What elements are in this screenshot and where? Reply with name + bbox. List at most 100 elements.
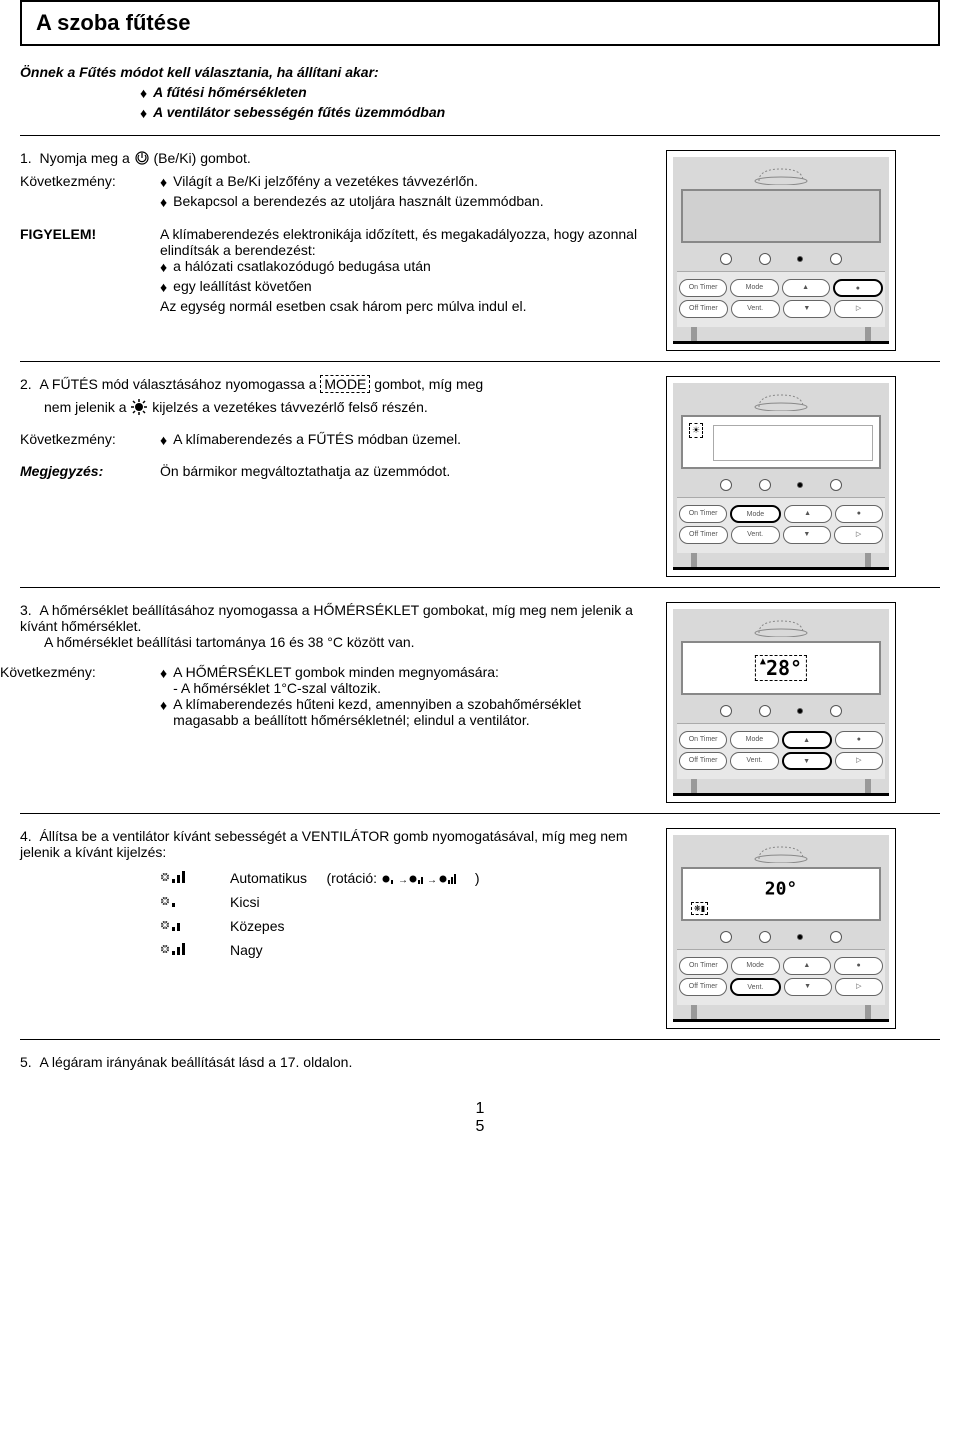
fan-rot-icon: →→ [381, 870, 475, 886]
intro-bullet: ♦ A fűtési hőmérsékleten [140, 84, 940, 104]
step3-line2: A hőmérséklet beállítási tartománya 16 é… [44, 634, 650, 650]
step-5: 5. A légáram irányának beállítását lásd … [20, 1054, 940, 1070]
heat-icon [130, 398, 148, 419]
page-title: A szoba fűtése [36, 10, 924, 36]
remote-button-highlight: ▼ [782, 752, 832, 770]
remote-button: On Timer [679, 957, 728, 975]
remote-button: Vent. [731, 526, 780, 544]
step4-line: 4. Állítsa be a ventilátor kívánt sebess… [20, 828, 650, 860]
remote-button: ▷ [835, 752, 883, 770]
heat-icon: ☀ [689, 423, 703, 438]
remote-button: ▷ [834, 526, 883, 544]
warning-tail: Az egység normál esetben csak három perc… [160, 298, 650, 314]
diamond-icon: ♦ [140, 104, 147, 124]
result-label: Következmény: [20, 173, 160, 212]
remote-button: Mode [730, 279, 778, 297]
intro-lead: Önnek a Fűtés módot kell választania, ha… [20, 64, 940, 80]
remote-button-highlight: ● [833, 279, 883, 297]
step2-figure: ☀ On Timer Mode ▲ ● Off Timer V [666, 376, 896, 577]
remote-button: Off Timer [679, 300, 728, 318]
step1-figure: On Timer Mode ▲ ● Off Timer Vent. ▼ ▷ [666, 150, 896, 351]
step-2: 2. A FŰTÉS mód választásához nyomogassa … [20, 376, 940, 577]
result-label: Következmény: [0, 664, 160, 728]
result-label: Következmény: [20, 431, 160, 451]
remote-display: ☀ [681, 415, 881, 469]
intro-bullet: ♦ A ventilátor sebességén fűtés üzemmódb… [140, 104, 940, 124]
remote-button: Off Timer [679, 752, 727, 770]
note-label: Megjegyzés: [20, 463, 160, 479]
remote-button: ● [835, 505, 883, 523]
remote-display [681, 189, 881, 243]
divider [20, 587, 940, 588]
remote-vent-icon [677, 841, 885, 863]
remote-button: Off Timer [679, 978, 727, 996]
fan-low-icon [160, 893, 230, 912]
remote-button: Vent. [730, 752, 778, 770]
remote-button: Vent. [731, 300, 780, 318]
step3-line1: 3. A hőmérséklet beállításához nyomogass… [20, 602, 650, 634]
svg-text:→: → [427, 875, 437, 886]
remote-button: ▷ [834, 300, 883, 318]
intro-block: Önnek a Fűtés módot kell választania, ha… [20, 64, 940, 123]
remote-vent-icon [677, 163, 885, 185]
mode-box: MODE [320, 375, 370, 393]
diamond-icon: ♦ [160, 193, 167, 213]
remote-button: ▼ [784, 978, 832, 996]
page-title-box: A szoba fűtése [20, 0, 940, 46]
note-text: Ön bármikor megváltoztathatja az üzemmód… [160, 463, 650, 479]
fan-auto-icon [160, 869, 230, 888]
remote-button: ▼ [783, 300, 832, 318]
remote-button: Mode [730, 731, 778, 749]
remote-button: ● [835, 731, 883, 749]
diamond-icon: ♦ [160, 278, 167, 298]
divider [20, 135, 940, 136]
remote-button: On Timer [679, 279, 727, 297]
warning-label: FIGYELEM! [20, 226, 160, 313]
remote-display: ▲28° [681, 641, 881, 695]
remote-button-panel: On Timer Mode ▲ ● Off Timer Vent. ▼ ▷ [677, 271, 885, 327]
step2-line: 2. A FŰTÉS mód választásához nyomogassa … [20, 376, 650, 392]
page-number: 1 5 [20, 1100, 940, 1136]
diamond-icon: ♦ [140, 84, 147, 104]
remote-button-highlight: Vent. [730, 978, 780, 996]
remote-button: ● [834, 957, 883, 975]
step5-text: A légáram irányának beállítását lásd a 1… [39, 1054, 352, 1070]
remote-button: Off Timer [679, 526, 728, 544]
display-temp: 20° [765, 879, 798, 900]
remote-button: On Timer [679, 505, 727, 523]
remote-vent-icon [677, 615, 885, 637]
remote-display: ❋▮ 20° [681, 867, 881, 921]
remote-button: ▲ [783, 957, 832, 975]
divider [20, 361, 940, 362]
fan-speed-table: Automatikus (rotáció: →→ ) Kicsi [160, 866, 650, 962]
fan-med-icon [160, 917, 230, 936]
fan-high-icon [160, 941, 230, 960]
diamond-icon: ♦ [160, 664, 167, 684]
power-icon [134, 150, 150, 169]
step-3: 3. A hőmérséklet beállításához nyomogass… [20, 602, 940, 803]
step-1: 1. Nyomja meg a (Be/Ki) gombot. Következ… [20, 150, 940, 351]
diamond-icon: ♦ [160, 696, 167, 716]
display-temp: ▲28° [755, 655, 807, 681]
fan-indicator: ❋▮ [691, 902, 708, 915]
step4-figure: ❋▮ 20° On Timer Mode ▲ ● Off Timer [666, 828, 896, 1029]
led-icon [830, 253, 842, 265]
remote-vent-icon [677, 389, 885, 411]
remote-button: ▲ [784, 505, 832, 523]
remote-button: ▼ [783, 526, 832, 544]
svg-text:→: → [398, 875, 408, 886]
step3-figure: ▲28° On Timer Mode ▲ ● Off Timer [666, 602, 896, 803]
led-icon [759, 253, 771, 265]
remote-button: On Timer [679, 731, 727, 749]
warning-text: A klímaberendezés elektronikája időzítet… [160, 226, 650, 258]
remote-button: ▲ [782, 279, 830, 297]
remote-button: ▷ [835, 978, 883, 996]
remote-button-highlight: Mode [730, 505, 780, 523]
remote-button-highlight: ▲ [782, 731, 832, 749]
led-icon [797, 256, 803, 262]
divider [20, 813, 940, 814]
diamond-icon: ♦ [160, 173, 167, 193]
remote-leds [677, 251, 885, 271]
step1-line: 1. Nyomja meg a (Be/Ki) gombot. [20, 150, 650, 169]
step-4: 4. Állítsa be a ventilátor kívánt sebess… [20, 828, 940, 1029]
